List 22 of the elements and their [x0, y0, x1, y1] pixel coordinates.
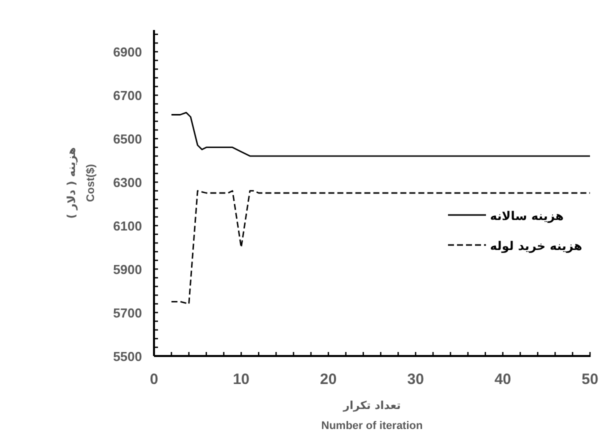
- y-tick-label: 5700: [113, 306, 142, 321]
- x-axis-title: Number of iteration: [321, 420, 424, 432]
- y-tick-label: 6300: [113, 175, 142, 190]
- legend-label: هزینه سالانه: [490, 209, 564, 223]
- y-tick-label: 6700: [113, 88, 142, 104]
- y-tick-label: 5900: [113, 262, 142, 278]
- y-tick-label: 5500: [113, 349, 142, 364]
- y-tick-label: 6500: [113, 132, 142, 147]
- x-tick-label: 40: [494, 371, 512, 388]
- y-tick-label: 6100: [113, 218, 142, 234]
- y-axis-title: Cost($): [85, 164, 97, 202]
- line-series: [170, 190, 591, 305]
- legend-label: هزینه خرید لوله: [490, 239, 582, 253]
- x-tick-label: 50: [582, 371, 598, 388]
- y-tick-label: 6900: [113, 44, 142, 60]
- line-series: [170, 112, 591, 157]
- text: هزینه ( دلار ): [65, 147, 78, 219]
- x-tick-label: 10: [232, 371, 250, 388]
- x-tick-label: 20: [320, 371, 337, 388]
- x-tick-label: 0: [150, 371, 158, 388]
- x-tick-label: 30: [407, 371, 424, 388]
- text: تعداد تکرار: [342, 399, 401, 412]
